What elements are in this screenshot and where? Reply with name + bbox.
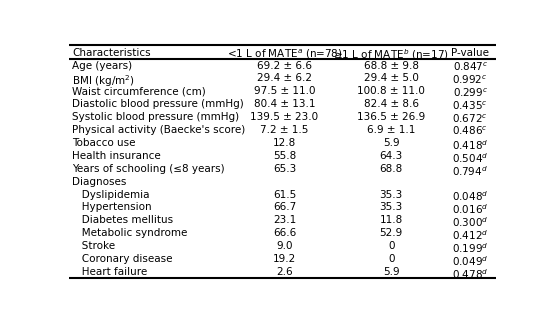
Text: 35.3: 35.3 bbox=[380, 203, 403, 212]
Text: Diastolic blood pressure (mmHg): Diastolic blood pressure (mmHg) bbox=[72, 99, 244, 109]
Text: 5.9: 5.9 bbox=[383, 138, 399, 148]
Text: 29.4 ± 6.2: 29.4 ± 6.2 bbox=[257, 73, 312, 83]
Text: 0: 0 bbox=[388, 241, 395, 251]
Text: 64.3: 64.3 bbox=[380, 151, 403, 161]
Text: 136.5 ± 26.9: 136.5 ± 26.9 bbox=[357, 112, 425, 122]
Text: Tobacco use: Tobacco use bbox=[72, 138, 136, 148]
Text: BMI (kg/m$^2$): BMI (kg/m$^2$) bbox=[72, 73, 135, 89]
Text: Stroke: Stroke bbox=[72, 241, 115, 251]
Text: 139.5 ± 23.0: 139.5 ± 23.0 bbox=[251, 112, 318, 122]
Text: 61.5: 61.5 bbox=[273, 190, 296, 199]
Text: 0.847$^c$: 0.847$^c$ bbox=[452, 61, 488, 73]
Text: 0.504$^d$: 0.504$^d$ bbox=[452, 151, 489, 165]
Text: 35.3: 35.3 bbox=[380, 190, 403, 199]
Text: 100.8 ± 11.0: 100.8 ± 11.0 bbox=[358, 86, 425, 96]
Text: 66.6: 66.6 bbox=[273, 228, 296, 238]
Text: Dyslipidemia: Dyslipidemia bbox=[72, 190, 150, 199]
Text: Systolic blood pressure (mmHg): Systolic blood pressure (mmHg) bbox=[72, 112, 240, 122]
Text: 19.2: 19.2 bbox=[273, 254, 296, 264]
Text: 0.992$^c$: 0.992$^c$ bbox=[452, 73, 488, 86]
Text: 68.8 ± 9.8: 68.8 ± 9.8 bbox=[364, 61, 419, 70]
Text: ≥1 L of MATE$^b$ (n=17): ≥1 L of MATE$^b$ (n=17) bbox=[333, 48, 449, 63]
Text: 23.1: 23.1 bbox=[273, 215, 296, 225]
Text: Age (years): Age (years) bbox=[72, 61, 132, 70]
Text: 68.8: 68.8 bbox=[380, 164, 403, 174]
Text: 0.300$^d$: 0.300$^d$ bbox=[452, 215, 489, 229]
Text: Metabolic syndrome: Metabolic syndrome bbox=[72, 228, 188, 238]
Text: 11.8: 11.8 bbox=[380, 215, 403, 225]
Text: 9.0: 9.0 bbox=[276, 241, 293, 251]
Text: 0.435$^c$: 0.435$^c$ bbox=[452, 99, 488, 112]
Text: Health insurance: Health insurance bbox=[72, 151, 161, 161]
Text: Coronary disease: Coronary disease bbox=[72, 254, 173, 264]
Text: 0.418$^d$: 0.418$^d$ bbox=[452, 138, 489, 152]
Text: 0.478$^d$: 0.478$^d$ bbox=[452, 267, 489, 281]
Text: 55.8: 55.8 bbox=[273, 151, 296, 161]
Text: 0.016$^d$: 0.016$^d$ bbox=[452, 203, 489, 216]
Text: 69.2 ± 6.6: 69.2 ± 6.6 bbox=[257, 61, 312, 70]
Text: 2.6: 2.6 bbox=[276, 267, 293, 277]
Text: 6.9 ± 1.1: 6.9 ± 1.1 bbox=[367, 125, 415, 135]
Text: 0.199$^d$: 0.199$^d$ bbox=[452, 241, 489, 255]
Text: 0.486$^c$: 0.486$^c$ bbox=[452, 125, 488, 137]
Text: Characteristics: Characteristics bbox=[72, 48, 151, 58]
Text: 0.299$^c$: 0.299$^c$ bbox=[453, 86, 488, 99]
Text: <1 L of MATE$^a$ (n=78): <1 L of MATE$^a$ (n=78) bbox=[226, 48, 342, 61]
Text: 97.5 ± 11.0: 97.5 ± 11.0 bbox=[254, 86, 315, 96]
Text: 0.412$^d$: 0.412$^d$ bbox=[452, 228, 489, 242]
Text: Diabetes mellitus: Diabetes mellitus bbox=[72, 215, 174, 225]
Text: 66.7: 66.7 bbox=[273, 203, 296, 212]
Text: 29.4 ± 5.0: 29.4 ± 5.0 bbox=[364, 73, 419, 83]
Text: Physical activity (Baecke's score): Physical activity (Baecke's score) bbox=[72, 125, 246, 135]
Text: Heart failure: Heart failure bbox=[72, 267, 148, 277]
Text: 0.794$^d$: 0.794$^d$ bbox=[452, 164, 488, 178]
Text: 12.8: 12.8 bbox=[273, 138, 296, 148]
Text: Hypertension: Hypertension bbox=[72, 203, 152, 212]
Text: 0.049$^d$: 0.049$^d$ bbox=[452, 254, 489, 268]
Text: 80.4 ± 13.1: 80.4 ± 13.1 bbox=[254, 99, 315, 109]
Text: Years of schooling (≤8 years): Years of schooling (≤8 years) bbox=[72, 164, 225, 174]
Text: 82.4 ± 8.6: 82.4 ± 8.6 bbox=[364, 99, 419, 109]
Text: 0.048$^d$: 0.048$^d$ bbox=[452, 190, 489, 203]
Text: 0: 0 bbox=[388, 254, 395, 264]
Text: Diagnoses: Diagnoses bbox=[72, 177, 127, 187]
Text: Waist circumference (cm): Waist circumference (cm) bbox=[72, 86, 206, 96]
Text: 52.9: 52.9 bbox=[380, 228, 403, 238]
Text: 7.2 ± 1.5: 7.2 ± 1.5 bbox=[260, 125, 309, 135]
Text: 0.672$^c$: 0.672$^c$ bbox=[452, 112, 488, 125]
Text: P-value: P-value bbox=[451, 48, 489, 58]
Text: 65.3: 65.3 bbox=[273, 164, 296, 174]
Text: 5.9: 5.9 bbox=[383, 267, 399, 277]
